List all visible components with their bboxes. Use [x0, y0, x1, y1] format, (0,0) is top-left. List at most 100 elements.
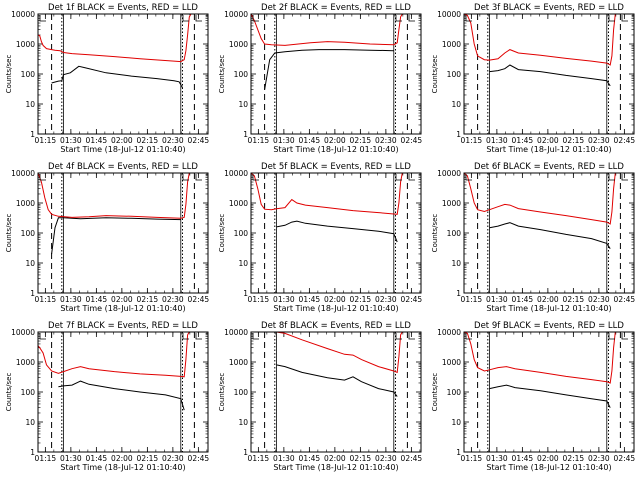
- panel-det-8: Det 8f BLACK = Events, RED = LLD 1 10 100 10…: [218, 321, 422, 472]
- x-axis-label: Start Time (18-Jul-12 01:10:40): [486, 463, 611, 472]
- x-tick-label: 02:30: [162, 454, 184, 463]
- x-tick-label: 01:15: [35, 295, 57, 304]
- panel-det-6: Det 6f BLACK = Events, RED = LLD 1 10 100 10…: [431, 162, 635, 313]
- y-tick-label: 10: [451, 418, 461, 427]
- y-tick-label: 1: [243, 130, 248, 139]
- y-axis-label: Counts/sec: [218, 55, 226, 94]
- y-tick-label: 100: [234, 229, 249, 238]
- corner-mark: [408, 333, 415, 340]
- panel-det-2: Det 2f BLACK = Events, RED = LLD 1 10 100 10…: [218, 3, 422, 154]
- x-tick-label: 01:30: [486, 295, 508, 304]
- y-tick-label: 10000: [437, 169, 461, 178]
- y-axis-label: Counts/sec: [431, 373, 439, 412]
- x-tick-label: 02:00: [537, 295, 559, 304]
- x-tick-label: 02:45: [188, 295, 210, 304]
- panel-title: Det 7f BLACK = Events, RED = LLD: [48, 321, 198, 331]
- x-tick-label: 01:15: [461, 136, 483, 145]
- series-line-lld-red: [37, 331, 190, 378]
- x-axis-label: Start Time (18-Jul-12 01:10:40): [60, 304, 185, 313]
- series-line-events-black: [51, 217, 181, 255]
- panel-title: Det 2f BLACK = Events, RED = LLD: [261, 3, 411, 13]
- x-tick-label: 01:30: [486, 136, 508, 145]
- y-tick-label: 1000: [229, 358, 248, 367]
- series-line-lld-red: [463, 331, 616, 384]
- x-tick-label: 01:45: [86, 136, 108, 145]
- x-tick-label: 02:30: [588, 136, 610, 145]
- y-tick-label: 10000: [11, 169, 35, 178]
- x-tick-label: 02:15: [350, 136, 372, 145]
- x-tick-label: 02:30: [375, 136, 397, 145]
- plot-frame: [463, 172, 635, 294]
- x-tick-label: 02:45: [188, 136, 210, 145]
- corner-mark: [608, 174, 615, 181]
- corner-mark: [195, 15, 202, 22]
- panel-title: Det 9f BLACK = Events, RED = LLD: [474, 321, 624, 331]
- corner-mark: [408, 174, 415, 181]
- x-tick-label: 02:15: [137, 136, 159, 145]
- x-tick-label: 01:15: [248, 454, 270, 463]
- x-tick-label: 01:15: [461, 454, 483, 463]
- panel-title: Det 6f BLACK = Events, RED = LLD: [474, 162, 624, 172]
- x-tick-label: 01:15: [35, 136, 57, 145]
- series-line-events-black: [276, 364, 398, 397]
- corner-mark: [465, 174, 472, 181]
- x-tick-label: 02:00: [111, 295, 133, 304]
- x-tick-label: 02:45: [401, 295, 423, 304]
- panel-det-7: Det 7f BLACK = Events, RED = LLD 1 10 100 10…: [5, 321, 209, 472]
- y-axis-label: Counts/sec: [218, 373, 226, 412]
- y-tick-label: 10: [451, 100, 461, 109]
- x-tick-label: 02:15: [137, 454, 159, 463]
- x-tick-label: 02:45: [614, 454, 636, 463]
- x-tick-label: 01:45: [512, 295, 534, 304]
- x-tick-label: 02:15: [563, 454, 585, 463]
- y-tick-label: 1000: [16, 40, 35, 49]
- y-tick-label: 10000: [437, 10, 461, 19]
- y-tick-label: 10000: [224, 328, 248, 337]
- corner-mark: [395, 174, 402, 181]
- y-tick-label: 1: [456, 289, 461, 298]
- panel-det-5: Det 5f BLACK = Events, RED = LLD 1 10 100 10…: [218, 162, 422, 313]
- x-tick-label: 02:00: [537, 136, 559, 145]
- panel-title: Det 1f BLACK = Events, RED = LLD: [48, 3, 198, 13]
- plot-frame: [463, 13, 635, 135]
- x-tick-label: 01:30: [273, 454, 295, 463]
- plot-frame: [250, 172, 422, 294]
- y-tick-label: 10: [25, 418, 35, 427]
- x-tick-label: 01:30: [486, 454, 508, 463]
- x-tick-label: 02:00: [324, 136, 346, 145]
- x-tick-label: 02:00: [111, 136, 133, 145]
- x-tick-label: 01:30: [273, 295, 295, 304]
- x-tick-label: 01:15: [248, 295, 270, 304]
- x-tick-label: 02:30: [588, 454, 610, 463]
- corner-mark: [608, 333, 615, 340]
- corner-mark: [465, 15, 472, 22]
- x-tick-label: 01:30: [60, 136, 82, 145]
- x-tick-label: 01:15: [248, 136, 270, 145]
- series-line-events-black: [51, 65, 183, 88]
- x-tick-label: 02:15: [563, 295, 585, 304]
- y-tick-label: 10: [25, 259, 35, 268]
- series-line-lld-red: [251, 331, 403, 374]
- corner-mark: [182, 174, 189, 181]
- y-tick-label: 10000: [437, 328, 461, 337]
- plot-frame: [463, 331, 635, 453]
- y-tick-label: 10000: [224, 10, 248, 19]
- corner-mark: [465, 333, 472, 340]
- x-tick-label: 02:15: [137, 295, 159, 304]
- x-tick-label: 02:45: [401, 136, 423, 145]
- x-axis-label: Start Time (18-Jul-12 01:10:40): [60, 145, 185, 154]
- x-tick-label: 02:15: [350, 454, 372, 463]
- y-tick-label: 1: [30, 130, 35, 139]
- x-tick-label: 01:45: [299, 295, 321, 304]
- x-tick-label: 02:00: [324, 295, 346, 304]
- x-tick-label: 01:45: [299, 454, 321, 463]
- corner-mark: [39, 333, 46, 340]
- panel-det-9: Det 9f BLACK = Events, RED = LLD 1 10 100 10…: [431, 321, 635, 472]
- plot-frame: [37, 172, 209, 294]
- panel-title: Det 3f BLACK = Events, RED = LLD: [474, 3, 624, 13]
- y-tick-label: 10000: [11, 328, 35, 337]
- y-tick-label: 100: [21, 70, 36, 79]
- series-line-events-black: [58, 380, 185, 411]
- y-tick-label: 1: [30, 448, 35, 457]
